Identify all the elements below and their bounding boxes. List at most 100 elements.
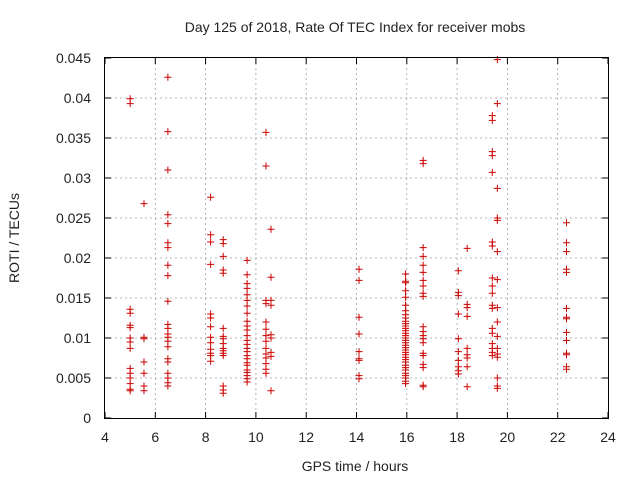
data-point (493, 332, 501, 340)
x-tick-label: 14 (349, 429, 365, 445)
data-point (243, 256, 251, 264)
data-point (563, 239, 571, 247)
data-point (262, 162, 270, 170)
data-point (563, 328, 571, 336)
data-point (488, 289, 496, 297)
data-point (563, 268, 571, 276)
data-point (164, 343, 172, 351)
data-point (207, 323, 215, 331)
data-point (488, 116, 496, 124)
y-tick-label: 0.02 (64, 250, 91, 266)
data-point (164, 211, 172, 219)
y-tick-label: 0 (83, 410, 91, 426)
data-point (402, 287, 410, 295)
data-point (488, 152, 496, 160)
data-point (355, 356, 363, 364)
data-point (493, 318, 501, 326)
data-point (493, 353, 501, 361)
data-point (419, 282, 427, 290)
data-point (463, 354, 471, 362)
data-point (262, 369, 270, 377)
data-point (493, 384, 501, 392)
data-point (219, 324, 227, 332)
data-point (488, 168, 496, 176)
data-point (219, 252, 227, 260)
data-point (454, 292, 462, 300)
x-tick-label: 20 (500, 429, 516, 445)
data-point (493, 304, 501, 312)
data-point (563, 219, 571, 227)
data-point (140, 335, 148, 343)
data-point (126, 324, 134, 332)
data-point (493, 100, 501, 108)
data-point (164, 73, 172, 81)
data-point (419, 244, 427, 252)
x-tick-label: 22 (550, 429, 566, 445)
data-point (164, 128, 172, 136)
data-point (419, 383, 427, 391)
chart-title: Day 125 of 2018, Rate Of TEC Index for r… (185, 19, 526, 35)
data-point (402, 279, 410, 287)
plot-frame (104, 57, 609, 419)
data-point (267, 301, 275, 309)
data-point (164, 220, 172, 228)
y-tick-label: 0.035 (56, 130, 91, 146)
data-point (355, 375, 363, 383)
data-point (419, 364, 427, 372)
data-point (463, 363, 471, 371)
data-point (463, 312, 471, 320)
x-axis-label: GPS time / hours (302, 458, 409, 474)
data-point (207, 231, 215, 239)
data-point (243, 309, 251, 317)
data-point (207, 193, 215, 201)
data-point (243, 271, 251, 279)
y-tick-label: 0.03 (64, 170, 91, 186)
x-tick-label: 8 (202, 429, 210, 445)
data-point (243, 302, 251, 310)
data-point (262, 300, 270, 308)
data-point (493, 276, 501, 284)
data-point (140, 369, 148, 377)
data-point (563, 365, 571, 373)
data-point (126, 344, 134, 352)
x-tick-label: 4 (101, 429, 109, 445)
grid-lines (105, 58, 608, 418)
data-point (140, 387, 148, 395)
data-point (463, 383, 471, 391)
data-point (419, 252, 427, 260)
data-point (262, 325, 270, 333)
data-point (493, 248, 501, 256)
data-point (262, 128, 270, 136)
data-point (419, 339, 427, 347)
x-tick-label: 24 (600, 429, 616, 445)
data-point (164, 244, 172, 252)
data-point (563, 248, 571, 256)
y-axis-label: ROTI / TECUs (6, 193, 22, 283)
data-point (454, 335, 462, 343)
data-point (267, 334, 275, 342)
data-point (355, 330, 363, 338)
data-point (219, 352, 227, 360)
data-point (207, 314, 215, 322)
data-point (355, 348, 363, 356)
data-point (419, 268, 427, 276)
data-point (488, 304, 496, 312)
data-point (463, 244, 471, 252)
data-point (419, 160, 427, 168)
y-tick-label: 0.01 (64, 330, 91, 346)
data-point (267, 273, 275, 281)
data-point (493, 184, 501, 192)
data-point (164, 261, 172, 269)
data-point (219, 269, 227, 277)
data-point (419, 352, 427, 360)
data-point (267, 387, 275, 395)
data-point (207, 260, 215, 268)
y-tick-label: 0.015 (56, 290, 91, 306)
data-point (419, 261, 427, 269)
data-point (402, 270, 410, 278)
data-point (126, 100, 134, 108)
data-point (355, 313, 363, 321)
data-point (463, 344, 471, 352)
data-point (402, 293, 410, 301)
